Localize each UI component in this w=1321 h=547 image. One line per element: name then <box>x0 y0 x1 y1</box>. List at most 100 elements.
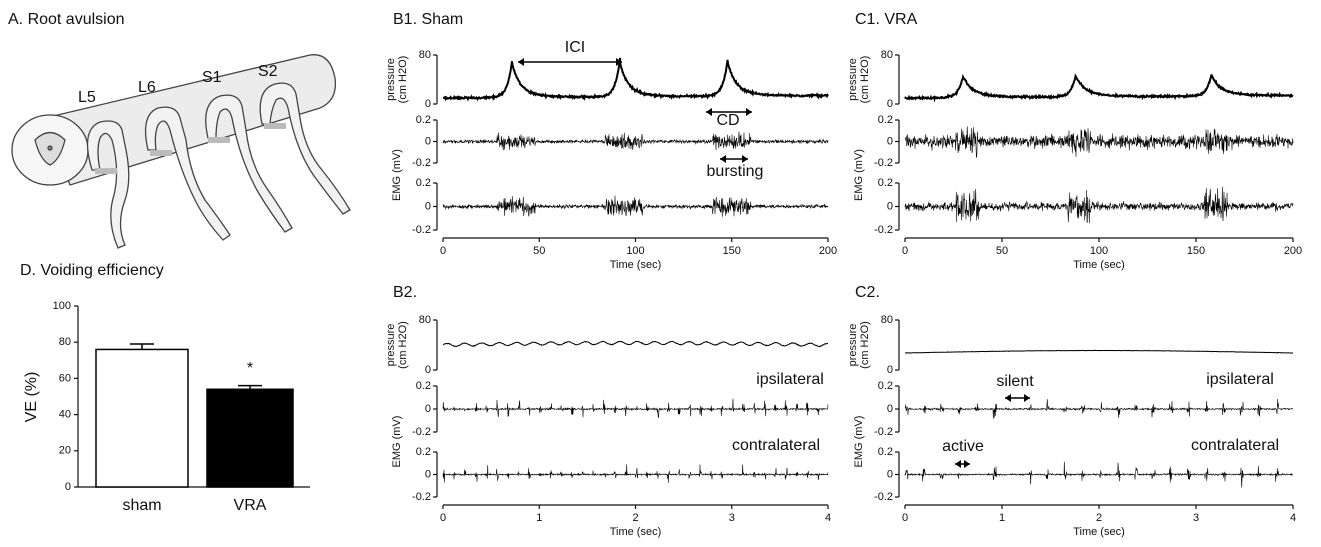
x-tick-label: 2 <box>632 512 638 524</box>
arrow-head <box>955 460 970 468</box>
y-tick-label: -0.2 <box>874 491 893 503</box>
x-tick-label: 100 <box>1090 245 1108 257</box>
y-tick-label: 0.2 <box>878 177 893 189</box>
x-tick-label: 3 <box>1193 512 1199 524</box>
annotation: ipsilateral <box>1206 371 1274 388</box>
y-tick-label: 80 <box>59 336 71 348</box>
x-axis-label: Time (sec) <box>1073 259 1125 271</box>
y-tick-label: -0.2 <box>874 224 893 236</box>
y-tick-label: 80 <box>419 314 431 326</box>
emg-trace <box>442 398 829 419</box>
y-axis-label: pressure <box>385 324 397 367</box>
y-tick-label: -0.2 <box>874 157 893 169</box>
panel-title: C2. <box>855 284 880 301</box>
emg-trace <box>442 131 829 151</box>
annotation: CD <box>716 112 739 129</box>
y-axis-label: EMG (mV) <box>853 149 865 201</box>
annotation: ICI <box>565 39 585 56</box>
x-tick-label: 0 <box>902 245 908 257</box>
emg-trace <box>904 186 1294 224</box>
root-label: S1 <box>202 69 222 86</box>
bar <box>206 388 294 488</box>
x-tick-label: 0 <box>902 512 908 524</box>
y-tick-label: 80 <box>881 314 893 326</box>
x-tick-label: 150 <box>1187 245 1205 257</box>
y-tick-label: 0 <box>887 468 893 480</box>
pressure-trace <box>904 349 1294 354</box>
x-axis-label: Time (sec) <box>610 526 662 538</box>
annotation: bursting <box>707 163 764 180</box>
y-tick-label: 0 <box>887 200 893 212</box>
y-tick-label: 0 <box>887 135 893 147</box>
y-tick-label: 0 <box>425 135 431 147</box>
y-axis-label: pressure <box>385 58 397 101</box>
x-tick-label: 4 <box>1290 512 1296 524</box>
emg-trace <box>904 126 1294 158</box>
y-tick-label: 0 <box>425 468 431 480</box>
y-tick-label: 0.2 <box>416 446 431 458</box>
y-tick-label: 0.2 <box>878 114 893 126</box>
annotation: contralateral <box>732 437 820 454</box>
y-axis-label: (cm H2O) <box>397 321 409 369</box>
root-label: L5 <box>78 89 96 106</box>
y-axis-label: EMG (mV) <box>391 416 403 468</box>
y-tick-label: 100 <box>53 300 71 312</box>
annotation: contralateral <box>1191 437 1279 454</box>
x-axis-label: Time (sec) <box>610 259 662 271</box>
x-tick-label: VRA <box>234 497 267 514</box>
pressure-trace <box>443 57 829 102</box>
y-axis-label: EMG (mV) <box>391 149 403 201</box>
y-tick-label: -0.2 <box>412 157 431 169</box>
emg-trace <box>904 398 1294 419</box>
panel-title: B1. Sham <box>393 11 463 28</box>
root-label: L6 <box>138 79 156 96</box>
arrow-head <box>1005 394 1030 402</box>
pressure-trace <box>442 340 828 348</box>
y-tick-label: 0.2 <box>416 114 431 126</box>
y-axis-label: pressure <box>847 58 859 101</box>
x-tick-label: 1 <box>536 512 542 524</box>
x-tick-label: sham <box>122 497 161 514</box>
x-axis-label: Time (sec) <box>1073 526 1125 538</box>
x-tick-label: 100 <box>626 245 644 257</box>
y-tick-label: 0.2 <box>416 380 431 392</box>
y-tick-label: 60 <box>59 372 71 384</box>
y-tick-label: -0.2 <box>874 426 893 438</box>
x-tick-label: 50 <box>996 245 1008 257</box>
y-tick-label: 0 <box>425 403 431 415</box>
y-axis-label: pressure <box>847 324 859 367</box>
x-tick-label: 2 <box>1096 512 1102 524</box>
x-tick-label: 3 <box>729 512 735 524</box>
y-tick-label: 0.2 <box>878 380 893 392</box>
panel-title: A. Root avulsion <box>8 11 125 28</box>
x-tick-label: 4 <box>825 512 831 524</box>
y-axis-label: (cm H2O) <box>397 56 409 104</box>
y-axis-label: EMG (mV) <box>853 416 865 468</box>
y-tick-label: 80 <box>419 49 431 61</box>
y-tick-label: 0 <box>425 364 431 376</box>
y-tick-label: 0 <box>887 364 893 376</box>
y-tick-label: 0.2 <box>878 446 893 458</box>
annotation: silent <box>996 373 1034 390</box>
y-tick-label: 0 <box>65 481 71 493</box>
y-tick-label: 0 <box>887 98 893 110</box>
panel-title: D. Voiding efficiency <box>20 262 164 279</box>
x-tick-label: 200 <box>1284 245 1302 257</box>
emg-trace <box>442 195 829 217</box>
y-tick-label: -0.2 <box>412 224 431 236</box>
emg-trace <box>904 461 1294 488</box>
y-tick-label: 0 <box>425 98 431 110</box>
emg-trace <box>442 464 829 483</box>
y-tick-label: 20 <box>59 445 71 457</box>
x-tick-label: 0 <box>440 512 446 524</box>
annotation: active <box>942 438 984 455</box>
arrow-head <box>720 155 748 163</box>
y-tick-label: -0.2 <box>412 491 431 503</box>
panel-title: C1. VRA <box>855 11 918 28</box>
x-tick-label: 150 <box>723 245 741 257</box>
spinal-cord-diagram <box>11 54 351 249</box>
panel-title: B2. <box>393 284 417 301</box>
y-tick-label: 0 <box>887 403 893 415</box>
x-tick-label: 1 <box>999 512 1005 524</box>
